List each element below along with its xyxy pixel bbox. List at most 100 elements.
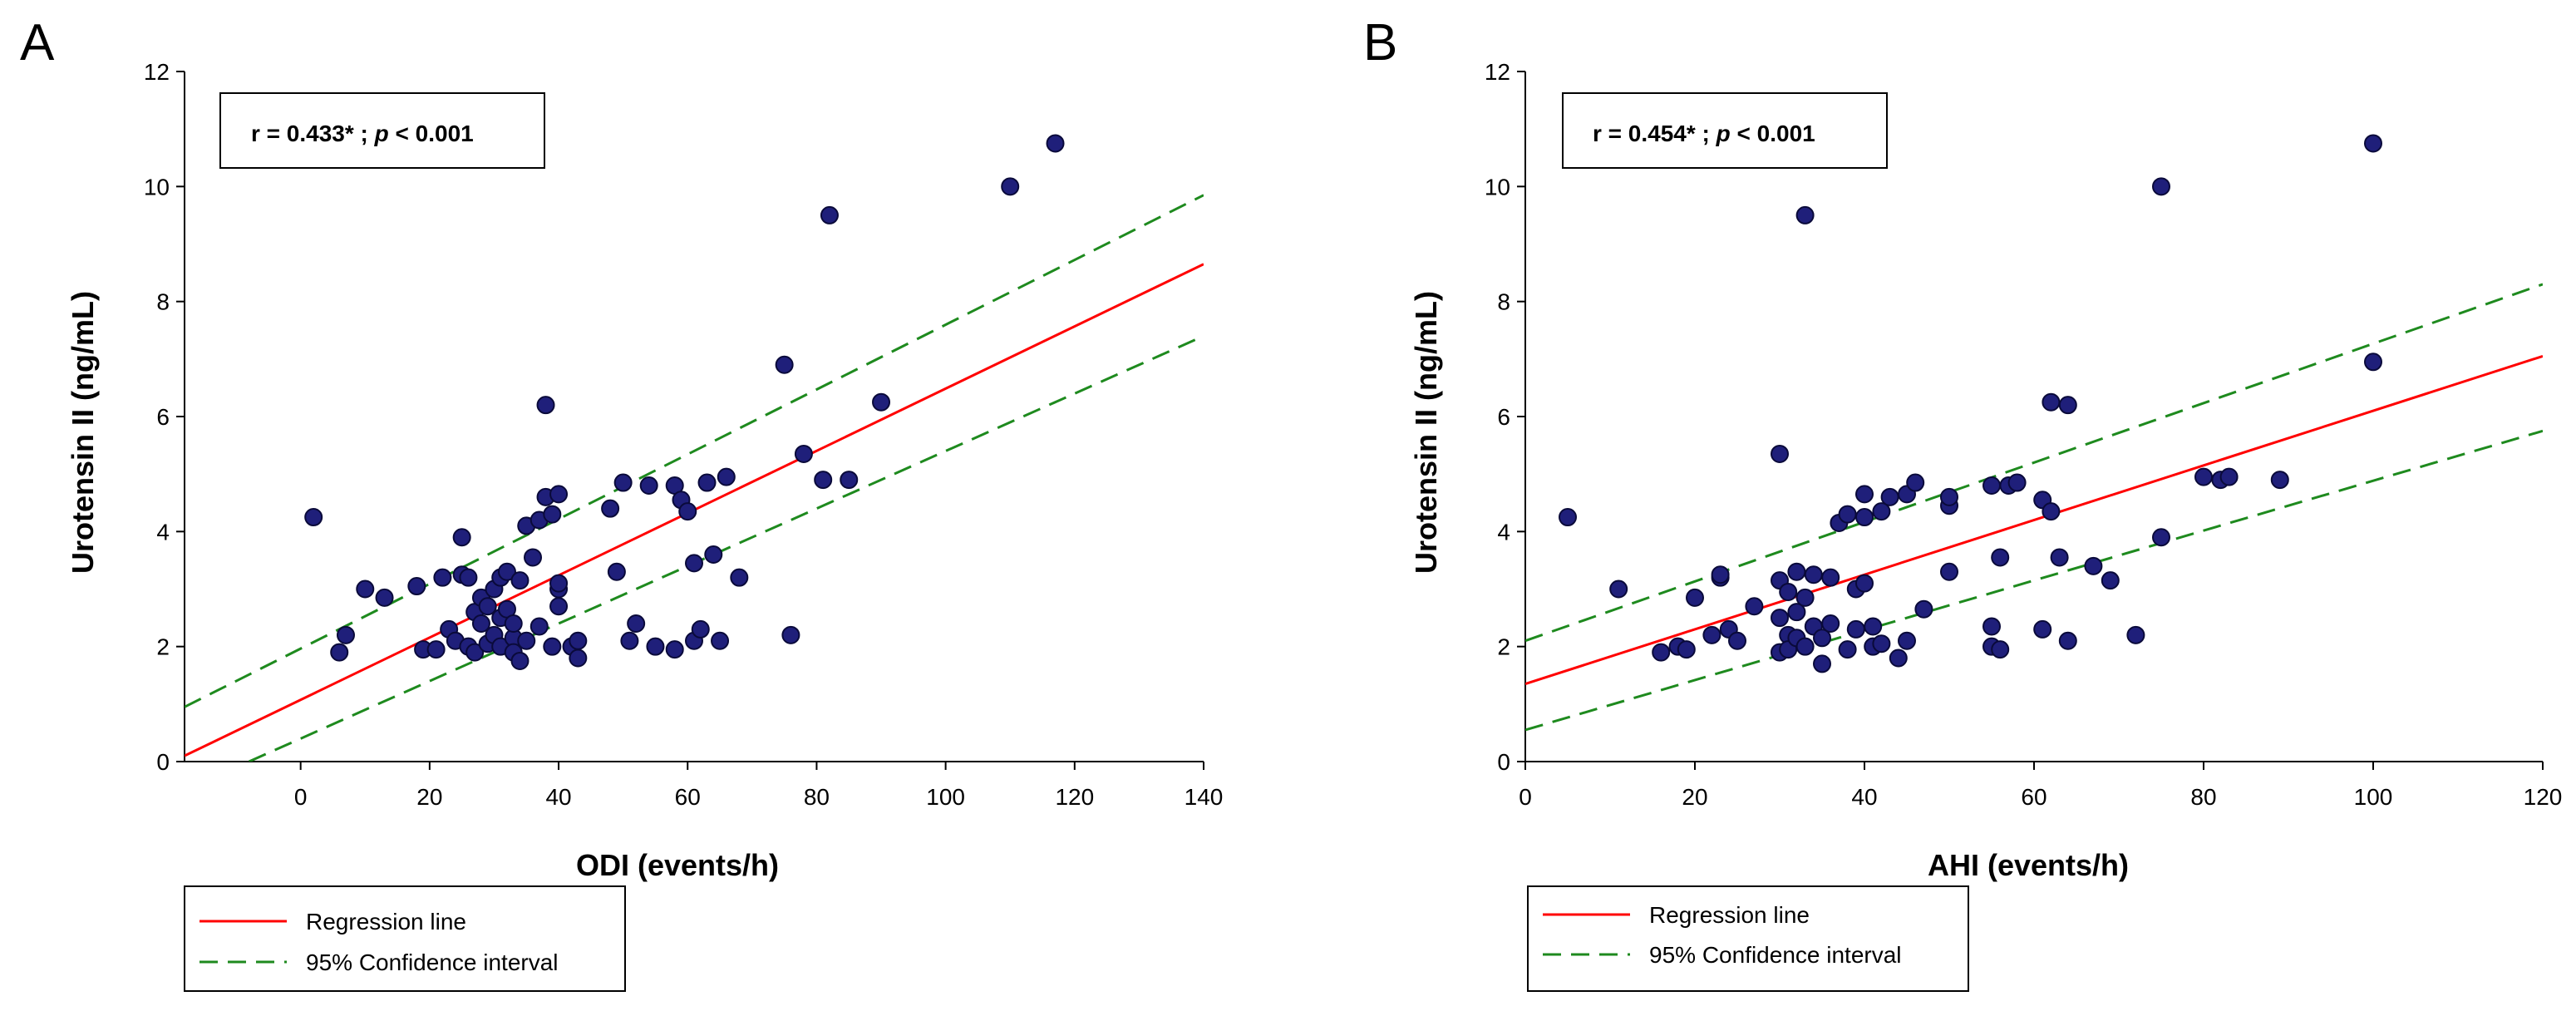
panel-a-data-point xyxy=(717,467,736,486)
panel-a-data-point xyxy=(426,640,446,659)
panel-b-data-point xyxy=(2194,467,2213,486)
panel-b-data-point xyxy=(1855,574,1874,593)
panel-a-data-point xyxy=(697,473,717,492)
panel-a-data-point xyxy=(510,571,529,590)
panel-a-stat-box: r = 0.433* ; p < 0.001 xyxy=(219,92,545,169)
panel-a-data-point xyxy=(711,631,730,650)
panel-b-data-point xyxy=(1940,562,1958,581)
panel-b-data-point xyxy=(2126,625,2145,644)
panel-b-data-point xyxy=(1838,505,1857,524)
panel-a-data-point xyxy=(304,508,323,527)
panel-a-data-point xyxy=(639,476,658,495)
panel-b-x-tick-label: 80 xyxy=(2190,784,2216,810)
panel-b-data-point xyxy=(1804,565,1823,584)
panel-a-data-point xyxy=(452,528,471,547)
panel-a-x-tick-label: 120 xyxy=(1055,784,1094,810)
panel-a-data-point xyxy=(569,631,588,650)
panel-b-data-point xyxy=(2042,502,2061,521)
panel-a-data-point xyxy=(685,554,703,573)
panel-b-data-point xyxy=(1889,649,1908,668)
panel-a-data-point xyxy=(620,631,639,650)
panel-a-data-point xyxy=(794,444,813,463)
panel-a-y-tick-label: 12 xyxy=(144,59,170,85)
panel-b-data-point xyxy=(1880,487,1899,506)
panel-b-ci-lower-line xyxy=(1525,429,2543,732)
panel-b-regression-line xyxy=(1525,354,2543,686)
panel-a-ci-lower-line xyxy=(248,334,1204,762)
panel-b-data-point xyxy=(1846,619,1865,639)
panel-b-stat-box-frame xyxy=(1562,92,1888,169)
panel-b-y-tick-label: 0 xyxy=(1497,749,1510,775)
panel-b-data-point xyxy=(1914,599,1933,619)
panel-b-data-point xyxy=(1864,617,1883,636)
panel-b-stat-p-value: < 0.001 xyxy=(1737,121,1815,146)
panel-b-data-point xyxy=(1711,565,1730,584)
panel-a-x-tick-label: 0 xyxy=(294,784,308,810)
panel-b-data-point xyxy=(2152,177,2170,196)
panel-b-data-point xyxy=(2101,571,2120,590)
panel-b-data-point xyxy=(1771,609,1789,628)
panel-b-data-point xyxy=(2364,134,2382,153)
panel-a-data-point xyxy=(627,614,646,633)
panel-b-stat-r: r = 0.454* ; xyxy=(1593,121,1710,146)
panel-a-legend-frame xyxy=(184,885,626,992)
panel-b-data-point xyxy=(1728,631,1746,650)
panel-a-data-point xyxy=(524,548,543,567)
panel-a-letter: A xyxy=(20,14,55,72)
panel-b-x-tick-label: 60 xyxy=(2021,784,2047,810)
panel-a-x-tick-label: 80 xyxy=(804,784,830,810)
panel-a-y-tick-label: 4 xyxy=(156,519,170,545)
panel-a-data-point xyxy=(781,625,800,644)
panel-b-data-point xyxy=(1940,487,1958,506)
panel-b-data-point xyxy=(1898,631,1916,650)
panel-a-data-point xyxy=(478,597,497,616)
panel-a-data-point xyxy=(375,588,394,607)
panel-b-data-point xyxy=(1795,588,1815,607)
panel-a-data-point xyxy=(840,471,859,490)
panel-a-y-tick-label: 10 xyxy=(144,174,170,200)
panel-a-data-point xyxy=(704,545,723,564)
panel-a-data-point xyxy=(730,568,749,587)
panel-a-legend-ci-label: 95% Confidence interval xyxy=(306,949,559,975)
panel-a-ci-upper-line xyxy=(185,194,1204,708)
panel-a-data-point xyxy=(407,577,426,596)
panel-a-data-point xyxy=(1001,177,1020,196)
panel-b-legend-frame xyxy=(1527,885,1969,992)
panel-b-x-tick-label: 120 xyxy=(2524,784,2563,810)
panel-a-y-tick-label: 8 xyxy=(156,289,170,315)
panel-b-legend-regression-label: Regression line xyxy=(1649,902,1810,928)
panel-a-data-point xyxy=(549,485,569,504)
panel-a-data-point xyxy=(504,614,523,633)
panel-a-data-point xyxy=(536,396,555,415)
panel-b-y-tick-label: 6 xyxy=(1497,404,1510,430)
panel-b-data-point xyxy=(1821,568,1840,587)
panel-b-stat-p-symbol: p xyxy=(1716,121,1731,146)
panel-b-y-tick-label: 12 xyxy=(1485,59,1510,85)
panel-a-data-point xyxy=(336,625,355,644)
panel-a-data-point xyxy=(465,643,485,662)
panel-a-stat-p-symbol: p xyxy=(374,121,389,146)
panel-b-y-tick-label: 2 xyxy=(1497,634,1510,660)
panel-b-x-tick-label: 20 xyxy=(1682,784,1707,810)
panel-a-x-tick-label: 100 xyxy=(926,784,965,810)
panel-b-legend: Regression line 95% Confidence interval xyxy=(1527,885,1969,992)
panel-a-data-point xyxy=(529,617,549,636)
panel-a-y-tick-label: 6 xyxy=(156,404,170,430)
panel-b-letter: B xyxy=(1363,14,1397,72)
panel-b-data-point xyxy=(1787,562,1806,581)
panel-b-data-point xyxy=(1771,444,1789,463)
panel-b-data-point xyxy=(2058,396,2077,415)
panel-b-data-point xyxy=(1855,485,1874,504)
panel-a-data-point xyxy=(607,562,626,581)
panel-b-data-point xyxy=(2033,619,2052,639)
panel-a-x-tick-label: 20 xyxy=(416,784,442,810)
panel-b-data-point xyxy=(1609,579,1628,599)
panel-b-data-point xyxy=(2152,528,2170,547)
panel-b-data-point xyxy=(2084,556,2103,575)
panel-a-data-point xyxy=(517,631,536,650)
panel-a-data-point xyxy=(691,619,710,639)
panel-b-data-point xyxy=(2042,392,2061,412)
panel-b-data-point xyxy=(2219,467,2239,486)
panel-a-data-point xyxy=(613,473,633,492)
